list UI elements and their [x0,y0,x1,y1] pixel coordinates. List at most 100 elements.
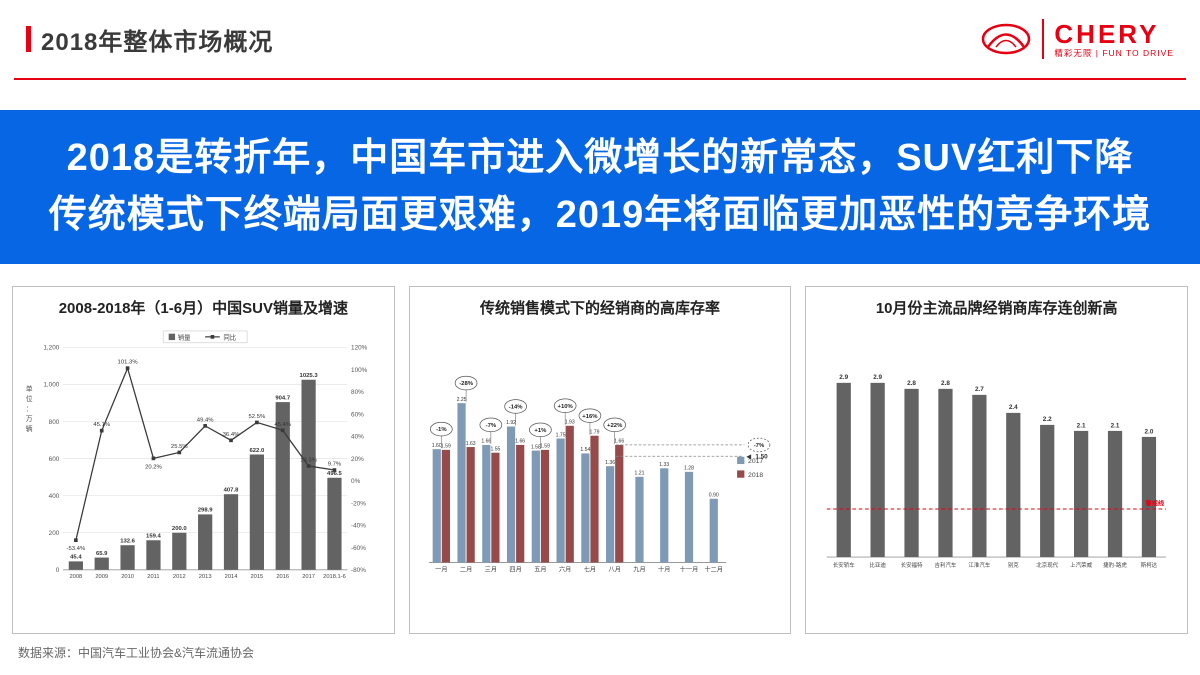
chart-label: 1.33 [659,462,669,468]
banner-line-2: 传统模式下终端局面更艰难，2019年将面临更加恶性的竞争环境 [48,194,1152,236]
brand-bar [1142,436,1157,558]
chart-label: 36.4% [223,432,240,438]
chart-label: -53.4% [67,546,86,552]
chart-label: 2.9 [840,374,849,381]
bar-2017 [556,438,565,563]
chart-label: 二月 [460,567,472,574]
chart-label: -60% [351,545,366,552]
chart-label: 1.75 [555,432,565,438]
growth-marker [151,456,156,461]
chart-label: 45.1% [93,422,110,428]
chart-label: 1.21 [634,471,644,477]
bar-2017 [659,468,669,563]
chart-label: 2008 [69,574,82,580]
bar-2018 [490,452,500,563]
chart-label: 2.9 [874,374,883,381]
sales-bar [172,532,187,570]
banner-line-1: 2018是转折年，中国车市进入微增长的新常态，SUV红利下降 [66,137,1134,179]
delta-bubble [603,417,626,433]
chart-label: 2016 [276,574,289,580]
growth-marker [125,366,130,370]
chart-label: 长安轿车 [833,561,855,569]
chart-label: 65.9 [96,551,108,557]
chart-label: 100% [351,367,368,374]
chart-label: 比亚迪 [870,561,887,569]
chart-label: 0.90 [708,492,718,498]
delta-bubble [578,408,601,423]
chart-label: 三月 [484,567,496,574]
chart-label: ◀ [746,454,751,461]
brand-bar [1006,412,1021,558]
brand-bar [938,388,953,558]
brand-bar [904,388,920,558]
sales-bar [327,477,342,570]
chart-label: 1.55 [490,446,500,452]
chart-label: -14% [508,405,523,411]
chart-label: -7% [485,423,496,429]
delta-bubble [479,417,502,433]
headline-banner: 2018是转折年，中国车市进入微增长的新常态，SUV红利下降 传统模式下终端局面… [0,110,1200,264]
slide-header: 2018年整体市场概况 CHERY 精彩无限 | FUN TO DRIVE [0,0,1200,78]
brand-bar [836,382,852,558]
chart-label: 五月 [534,567,546,574]
bar-2017 [457,403,466,563]
chart-label: 13.3% [300,457,317,463]
delta-bubble [528,422,552,438]
chart-label: 长安福特 [901,561,923,569]
chart-label: 四月 [509,567,521,574]
chart-label: 1.66 [614,439,624,445]
chart-label: 1.79 [589,429,599,435]
chart-label: 2012 [173,574,186,580]
chart-label: 904.7 [275,395,290,401]
chart-label: -20% [351,500,366,507]
bar-2018 [565,425,574,563]
bar-2017 [709,498,718,563]
chart-label: 1.66 [481,439,491,445]
chart-label: 25.5% [171,444,188,450]
chart-panel-brand-inventory: 10月份主流品牌经销商库存连创新高 2.9 长安轿车 2.9 比亚迪 2.8 长安福特 2.… [805,286,1189,634]
chart-label: 2014 [225,574,239,580]
bar-2017 [531,450,540,563]
chart-label: 2011 [147,574,159,580]
chart-label: 2.7 [975,386,984,393]
chart-label: 1.58 [531,444,541,450]
chart-label: 捷豹-路虎 [1104,561,1128,569]
chart-label: 别克 [1008,561,1019,569]
sales-bar [275,402,290,570]
growth-marker [99,428,104,433]
bar-2017 [684,471,693,563]
bar-2018 [466,447,475,563]
page-title-block: 2018年整体市场概况 [26,22,273,57]
sales-bar [198,514,213,570]
chart-label: 1.66 [515,439,525,445]
brand-bar [1040,424,1055,558]
chery-wordmark: CHERY [1054,19,1160,50]
chart-label: +16% [582,414,598,420]
chart-label: 同比 [223,333,236,342]
chart-label: 2.8 [907,380,916,387]
chart-label: 407.8 [224,487,239,493]
sales-bar [301,379,316,570]
chart-label: 江淮汽车 [969,561,991,569]
chart-label: 101.3% [118,360,139,366]
chart-label: 1.60 [431,443,441,449]
chart-label: +1% [534,428,547,434]
chart-label: -40% [351,523,366,530]
chart-panel-suv-sales: 2008-2018年（1-6月）中国SUV销量及增速 0 200 400 600 800… [12,286,395,634]
chart-label: 警戒线 [1145,499,1165,507]
chart-label: 49.4% [197,417,214,423]
chart-label: 七月 [583,566,595,574]
growth-marker [332,468,337,472]
chart-label: 0 [56,567,60,574]
chart-label: 2015 [250,574,263,580]
chart-label: 2.0 [1145,428,1154,435]
logo-divider [1042,19,1045,59]
chart-label: 2018 [748,472,763,479]
delta-bubble [429,421,453,437]
chart-label: 2.8 [941,380,950,387]
chart-label: 斯柯达 [1141,561,1158,569]
bar-2018 [590,435,599,563]
chart-label: 辆 [26,424,33,433]
data-source-text: 数据来源：中国汽车工业协会&汽车流通协会 [18,646,255,660]
chart-label: 2.1 [1077,422,1086,429]
